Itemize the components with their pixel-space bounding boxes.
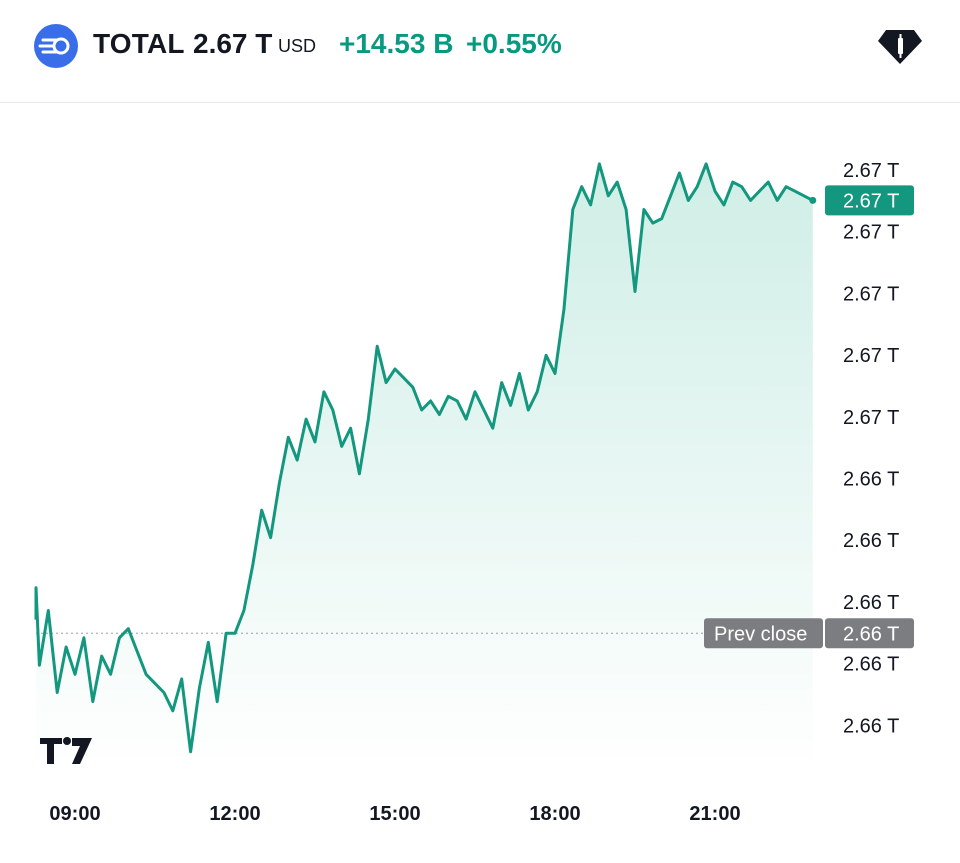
prev-close-value-badge: 2.66 T [825, 618, 914, 649]
x-axis: 09:00 12:00 15:00 18:00 21:00 [49, 803, 740, 825]
area-fill [36, 163, 813, 770]
last-price-badge: 2.67 T [825, 185, 914, 216]
price-change: +14.53 B [339, 28, 454, 59]
price-change-percent: +0.55% [466, 28, 562, 59]
tradingview-watermark-icon [40, 737, 92, 764]
y-tick-label: 2.66 T [843, 530, 899, 552]
x-tick-label: 12:00 [209, 803, 260, 825]
svg-text:2.66 T: 2.66 T [843, 623, 899, 645]
price-chart[interactable]: 2.67 T 2.67 T 2.67 T 2.67 T 2.67 T 2.66 T 2.66… [0, 102, 960, 863]
y-axis: 2.67 T 2.67 T 2.67 T 2.67 T 2.67 T 2.66 T 2.66… [843, 160, 899, 737]
symbol-header: TOTAL 2.67 T USD +14.53 B +0.55% [0, 0, 960, 103]
y-tick-label: 2.67 T [843, 283, 899, 305]
x-tick-label: 15:00 [369, 803, 420, 825]
x-tick-label: 09:00 [49, 803, 100, 825]
price-line [34, 162, 814, 754]
price-series-line [34, 162, 814, 754]
axis-badges: 2.67 T Prev close 2.66 T [704, 185, 914, 649]
last-price: 2.67 T [193, 28, 273, 59]
y-tick-label: 2.67 T [843, 407, 899, 429]
tradingview-gem-icon[interactable] [876, 24, 924, 68]
y-tick-label: 2.66 T [843, 592, 899, 614]
y-tick-label: 2.67 T [843, 222, 899, 244]
y-tick-label: 2.66 T [843, 654, 899, 676]
area-series [36, 163, 813, 770]
svg-text:Prev close: Prev close [714, 623, 807, 645]
currency-label: USD [278, 36, 317, 56]
prev-close-label-badge: Prev close [704, 618, 823, 649]
crypto-market-cap-icon [34, 24, 78, 68]
x-tick-label: 18:00 [529, 803, 580, 825]
y-tick-label: 2.66 T [843, 715, 899, 737]
last-price-dot [809, 196, 817, 204]
y-tick-label: 2.66 T [843, 469, 899, 491]
y-tick-label: 2.67 T [843, 345, 899, 367]
y-tick-label: 2.67 T [843, 160, 899, 182]
symbol-name: TOTAL [93, 28, 185, 59]
x-tick-label: 21:00 [689, 803, 740, 825]
svg-text:2.67 T: 2.67 T [843, 190, 899, 212]
